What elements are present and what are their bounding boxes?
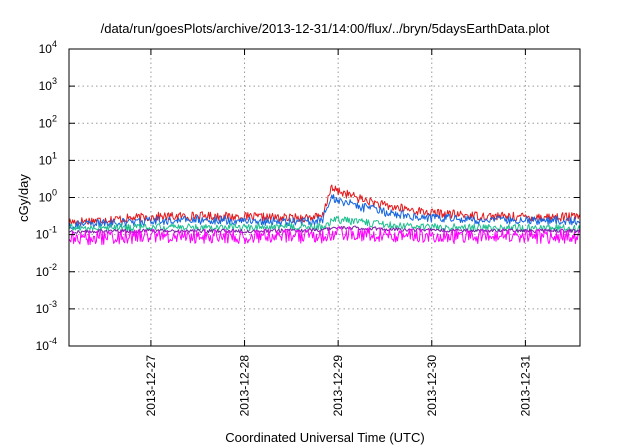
y-tick-label: 100 bbox=[39, 188, 57, 205]
y-tick-label: 10-3 bbox=[36, 299, 57, 316]
ticks: 10-4 10-3 10-2 10-1 100 101 102 103 104 2013-12-2… bbox=[36, 39, 580, 416]
x-tick-label: 2013-12-29 bbox=[331, 355, 345, 417]
series-layer bbox=[68, 184, 581, 246]
y-tick-label: 104 bbox=[39, 39, 57, 56]
chart-title: /data/run/goesPlots/archive/2013-12-31/1… bbox=[101, 21, 550, 36]
x-axis-label: Coordinated Universal Time (UTC) bbox=[225, 430, 424, 445]
x-tick-label: 2013-12-30 bbox=[425, 355, 439, 417]
series-line-2 bbox=[68, 194, 581, 230]
series-line-5 bbox=[68, 226, 581, 246]
y-tick-label: 101 bbox=[39, 150, 57, 167]
y-tick-label: 103 bbox=[39, 76, 57, 93]
y-axis-label: cGy/day bbox=[16, 174, 31, 222]
plot-frame bbox=[68, 48, 581, 347]
x-tick-label: 2013-12-31 bbox=[518, 355, 532, 417]
y-tick-label: 10-4 bbox=[36, 336, 57, 353]
series-line-3 bbox=[68, 216, 581, 233]
y-tick-label: 102 bbox=[39, 113, 57, 130]
y-tick-label: 10-1 bbox=[36, 225, 57, 242]
x-tick-label: 2013-12-27 bbox=[144, 355, 158, 417]
x-tick-label: 2013-12-28 bbox=[238, 355, 252, 417]
y-tick-label: 10-2 bbox=[36, 262, 57, 279]
grid bbox=[69, 49, 580, 346]
